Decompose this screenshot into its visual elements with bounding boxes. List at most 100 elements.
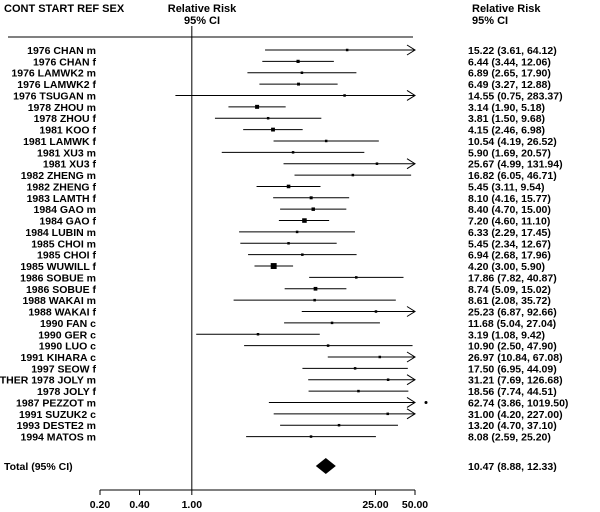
study-value-7: 4.15 (2.46, 6.98) [468, 125, 545, 137]
study-label-21: 1986 SOBUE f [26, 284, 97, 296]
total-value: 10.47 (8.88, 12.33) [468, 461, 557, 473]
study-value-22: 8.61 (2.08, 35.72) [468, 295, 551, 307]
point-estimate-15 [302, 218, 307, 223]
point-estimate-32 [386, 412, 389, 416]
point-estimate-6 [266, 116, 270, 120]
x-tick-label-3: 25.00 [362, 499, 388, 511]
point-estimate-0 [345, 48, 349, 52]
study-label-5: 1978 ZHOU m [28, 102, 96, 114]
ci-arrow-23 [406, 306, 416, 317]
point-estimate-8 [324, 139, 328, 143]
point-estimate-18 [301, 253, 304, 256]
point-estimate-29 [386, 378, 390, 381]
ci-arrow-31 [406, 397, 416, 408]
point-estimate-12 [286, 184, 291, 189]
study-value-31: 62.74 (3.86, 1019.50) [468, 397, 568, 409]
study-value-13: 8.10 (4.16, 15.77) [468, 193, 551, 205]
study-label-16: 1984 LUBIN m [25, 227, 96, 239]
point-estimate-5 [255, 104, 260, 109]
study-value-12: 5.45 (3.11, 9.54) [468, 181, 544, 193]
point-estimate-11 [351, 173, 355, 177]
study-label-1: 1976 CHAN f [33, 56, 97, 68]
study-value-0: 15.22 (3.61, 64.12) [468, 45, 557, 57]
point-estimate-23 [374, 310, 378, 313]
study-label-9: 1981 XU3 m [37, 147, 96, 159]
study-value-6: 3.81 (1.50, 9.68) [468, 113, 545, 125]
study-label-23: 1988 WAKAI f [28, 307, 96, 319]
point-estimate-30 [357, 389, 360, 393]
study-label-6: 1978 ZHOU f [34, 113, 97, 125]
study-value-32: 31.00 (4.20, 227.00) [468, 409, 563, 421]
study-value-4: 14.55 (0.75, 283.37) [468, 90, 563, 102]
study-value-18: 6.94 (2.68, 17.96) [468, 250, 551, 262]
point-estimate-4 [343, 94, 346, 97]
study-value-25: 3.19 (1.08, 9.42) [468, 329, 545, 341]
ci-arrow-10 [406, 158, 416, 170]
study-value-33: 13.20 (4.70, 37.10) [468, 420, 557, 432]
study-label-11: 1982 ZHENG m [21, 170, 96, 182]
study-label-3: 1976 LAMWK2 f [17, 79, 96, 91]
study-label-14: 1984 GAO m [34, 204, 96, 216]
point-estimate-27 [378, 355, 382, 359]
study-label-34: 1994 MATOS m [21, 432, 96, 444]
study-value-21: 8.74 (5.09, 15.02) [468, 284, 551, 296]
header-values-subtitle: 95% CI [472, 15, 508, 27]
study-value-23: 25.23 (6.87, 92.66) [468, 307, 557, 319]
study-label-33: 1993 DESTE2 m [17, 420, 96, 432]
total-label: Total (95% CI) [4, 461, 73, 473]
point-estimate-21 [313, 286, 318, 291]
header-plot-title: Relative Risk [168, 3, 237, 15]
ci-arrow-29 [406, 374, 416, 386]
point-estimate-10 [375, 162, 379, 165]
study-value-20: 17.86 (7.82, 40.87) [468, 272, 557, 284]
study-label-27: 1991 KIHARA c [21, 352, 97, 364]
point-estimate-24 [330, 321, 334, 325]
point-estimate-14 [311, 207, 315, 211]
point-estimate-28 [353, 367, 357, 370]
study-label-31: 1987 PEZZOT m [16, 397, 96, 409]
point-estimate-22 [313, 298, 316, 302]
study-value-17: 5.45 (2.34, 12.67) [468, 238, 551, 250]
study-label-26: 1990 LUO c [39, 341, 96, 353]
header-study: CONT START REF SEX [4, 3, 125, 15]
study-label-2: 1976 LAMWK2 m [11, 68, 96, 80]
study-value-27: 26.97 (10.84, 67.08) [468, 352, 563, 364]
study-label-13: 1983 LAMTH f [27, 193, 97, 205]
study-value-10: 25.67 (4.99, 131.94) [468, 159, 563, 171]
study-value-11: 16.82 (6.05, 46.71) [468, 170, 557, 182]
study-label-20: 1986 SOBUE m [20, 272, 96, 284]
point-estimate-13 [309, 196, 313, 200]
study-label-0: 1976 CHAN m [27, 45, 96, 57]
study-value-1: 6.44 (3.44, 12.06) [468, 56, 551, 68]
study-label-4: 1976 TSUGAN m [13, 90, 96, 102]
x-tick-label-1: 0.40 [129, 499, 150, 511]
study-value-3: 6.49 (3.27, 12.88) [468, 79, 551, 91]
point-estimate-25 [256, 333, 260, 336]
study-value-29: 31.21 (7.69, 126.68) [468, 375, 563, 387]
study-value-30: 18.56 (7.74, 44.51) [468, 386, 557, 398]
point-estimate-26 [326, 344, 330, 347]
study-label-32: 1991 SUZUK2 c [19, 409, 96, 421]
study-label-12: 1982 ZHENG f [27, 181, 97, 193]
study-label-22: 1988 WAKAI m [22, 295, 96, 307]
study-label-28: 1997 SEOW f [31, 363, 96, 375]
point-estimate-3 [297, 82, 300, 86]
total-diamond [315, 458, 336, 474]
header-plot-subtitle: 95% CI [184, 15, 220, 27]
study-value-34: 8.08 (2.59, 25.20) [468, 432, 551, 444]
plot-layer: 0.20 0.40 1.00 25.00 50.00 1976 CHAN m 15.22 (… [0, 26, 568, 511]
study-value-28: 17.50 (6.95, 44.09) [468, 363, 557, 375]
study-label-18: 1985 CHOI f [37, 250, 96, 262]
study-value-5: 3.14 (1.90, 5.18) [468, 102, 545, 114]
ci-arrow-27 [406, 351, 416, 363]
point-estimate-31 [424, 400, 428, 404]
study-value-19: 4.20 (3.00, 5.90) [468, 261, 545, 273]
header-values-title: Relative Risk [472, 3, 541, 15]
x-tick-label-2: 1.00 [182, 499, 203, 511]
study-value-16: 6.33 (2.29, 17.45) [468, 227, 551, 239]
ci-arrow-32 [406, 408, 416, 420]
point-estimate-1 [296, 59, 300, 63]
study-value-8: 10.54 (4.19, 26.52) [468, 136, 557, 148]
study-label-15: 1984 GAO f [39, 216, 96, 228]
